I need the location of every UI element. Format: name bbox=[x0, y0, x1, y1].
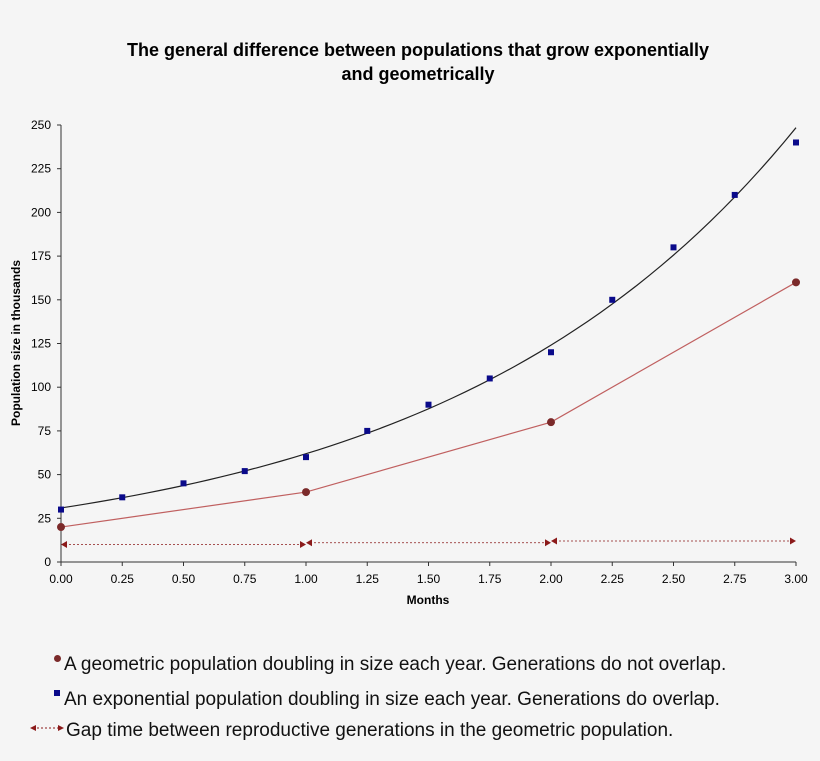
y-tick-label: 150 bbox=[31, 293, 51, 307]
legend-text: Gap time between reproductive generation… bbox=[66, 720, 674, 741]
y-tick-label: 0 bbox=[44, 555, 51, 569]
y-tick-label: 175 bbox=[31, 249, 51, 263]
chart-title-line2: and geometrically bbox=[341, 64, 495, 84]
y-tick-label: 225 bbox=[31, 162, 51, 176]
exponential-point bbox=[180, 480, 187, 487]
exponential-point bbox=[58, 506, 64, 513]
x-tick-label: 2.75 bbox=[723, 572, 747, 586]
x-tick-label: 1.75 bbox=[478, 572, 502, 586]
exponential-point bbox=[609, 296, 616, 303]
x-tick-label: 2.25 bbox=[601, 572, 625, 586]
x-tick-label: 0.75 bbox=[233, 572, 257, 586]
geometric-point bbox=[547, 418, 555, 427]
x-axis-label: Months bbox=[407, 593, 450, 607]
x-tick-label: 3.00 bbox=[784, 572, 808, 586]
gap-arrowhead-right bbox=[300, 541, 306, 549]
legend-item-gap: Gap time between reproductive generation… bbox=[30, 720, 673, 742]
y-tick-label: 125 bbox=[31, 337, 51, 351]
exponential-point bbox=[731, 191, 738, 198]
chart-title-line1: The general difference between populatio… bbox=[126, 40, 710, 60]
y-tick-label: 200 bbox=[31, 205, 51, 219]
exponential-point bbox=[303, 454, 309, 461]
legend-text: An exponential population doubling in si… bbox=[64, 689, 720, 710]
square-marker-icon bbox=[54, 690, 60, 696]
chart-title: The general difference between populatio… bbox=[0, 38, 820, 86]
exponential-point bbox=[364, 427, 371, 434]
exponential-point bbox=[548, 349, 554, 356]
exponential-point bbox=[119, 494, 126, 501]
double-arrow-icon bbox=[30, 725, 64, 731]
y-tick-label: 75 bbox=[38, 424, 52, 438]
exponential-point bbox=[793, 139, 799, 146]
exponential-point bbox=[241, 468, 248, 475]
x-tick-label: 0.00 bbox=[49, 572, 73, 586]
geometric-point bbox=[302, 488, 310, 497]
exponential-point bbox=[486, 375, 493, 382]
geometric-point bbox=[57, 523, 65, 532]
x-tick-label: 0.50 bbox=[172, 572, 196, 586]
legend-item-exponential: An exponential population doubling in si… bbox=[54, 689, 720, 711]
y-tick-label: 25 bbox=[38, 511, 52, 525]
gap-arrowhead-left bbox=[306, 539, 312, 547]
x-tick-label: 2.50 bbox=[662, 572, 686, 586]
legend-item-geometric: A geometric population doubling in size … bbox=[54, 654, 726, 676]
exponential-trendline bbox=[60, 127, 797, 509]
x-tick-label: 1.50 bbox=[417, 572, 441, 586]
y-tick-label: 100 bbox=[31, 380, 51, 394]
circle-marker-icon bbox=[54, 655, 61, 662]
y-tick-label: 250 bbox=[31, 118, 51, 132]
gap-arrowhead-right bbox=[790, 537, 796, 545]
exponential-point bbox=[425, 401, 432, 408]
exponential-point bbox=[670, 244, 677, 251]
x-tick-label: 2.00 bbox=[539, 572, 563, 586]
gap-arrowhead-right bbox=[545, 539, 551, 547]
gap-arrowhead-left bbox=[551, 537, 557, 545]
x-tick-label: 1.25 bbox=[356, 572, 380, 586]
geometric-line bbox=[60, 281, 797, 528]
x-tick-label: 0.25 bbox=[111, 572, 135, 586]
y-axis-label: Population size in thousands bbox=[9, 260, 23, 426]
y-tick-label: 50 bbox=[38, 468, 52, 482]
x-tick-label: 1.00 bbox=[294, 572, 318, 586]
geometric-point bbox=[792, 278, 800, 287]
legend-text: A geometric population doubling in size … bbox=[64, 654, 727, 675]
chart-plot: Months Population size in thousands 0 25 5… bbox=[9, 118, 808, 607]
gap-arrowhead-left bbox=[61, 541, 67, 549]
